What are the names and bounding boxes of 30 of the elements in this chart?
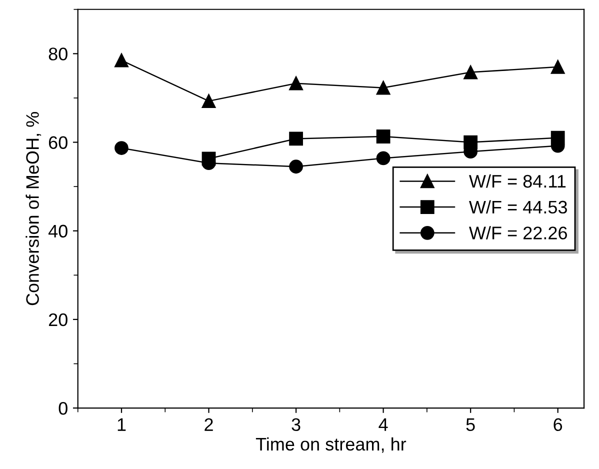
- legend-label: W/F = 44.53: [469, 200, 567, 214]
- x-tick-label: 2: [204, 418, 213, 431]
- point: [114, 53, 128, 68]
- y-tick-label: 40: [48, 224, 68, 238]
- point: [202, 152, 216, 166]
- x-tick-label: 4: [378, 418, 388, 431]
- point: [376, 80, 390, 95]
- point: [376, 130, 390, 144]
- point: [550, 60, 565, 74]
- point: [464, 135, 478, 150]
- point: [550, 130, 565, 145]
- x-tick-label: 3: [292, 418, 300, 432]
- point: [289, 160, 303, 174]
- point: [376, 151, 390, 166]
- point: [289, 76, 303, 90]
- x-axis-title: Time on stream, hr: [256, 437, 406, 453]
- point: [202, 94, 216, 108]
- point: [289, 132, 303, 146]
- y-tick-label: 20: [48, 313, 68, 326]
- y-axis-title: Conversion of MeOH, %: [26, 112, 42, 306]
- x-tick-label: 6: [554, 418, 562, 432]
- point: [464, 65, 478, 80]
- y-tick-label: 0: [58, 402, 68, 415]
- point: [114, 141, 128, 155]
- x-tick-label: 5: [466, 418, 475, 432]
- y-tick-label: 80: [48, 48, 68, 60]
- legend-label: W/F = 22.26: [469, 226, 567, 240]
- y-tick-label: 60: [48, 136, 68, 149]
- x-tick-label: 1: [118, 418, 126, 431]
- legend-label: W/F = 84.11: [469, 174, 566, 188]
